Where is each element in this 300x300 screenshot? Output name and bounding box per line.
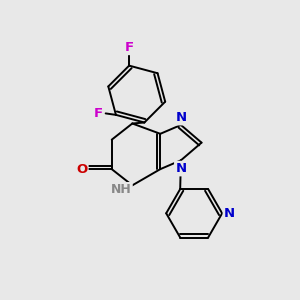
Text: N: N <box>176 111 187 124</box>
Text: F: F <box>94 107 103 120</box>
Text: F: F <box>124 41 134 54</box>
Text: O: O <box>76 163 87 176</box>
Text: N: N <box>176 162 187 175</box>
Text: N: N <box>224 207 235 220</box>
Text: NH: NH <box>111 183 131 196</box>
